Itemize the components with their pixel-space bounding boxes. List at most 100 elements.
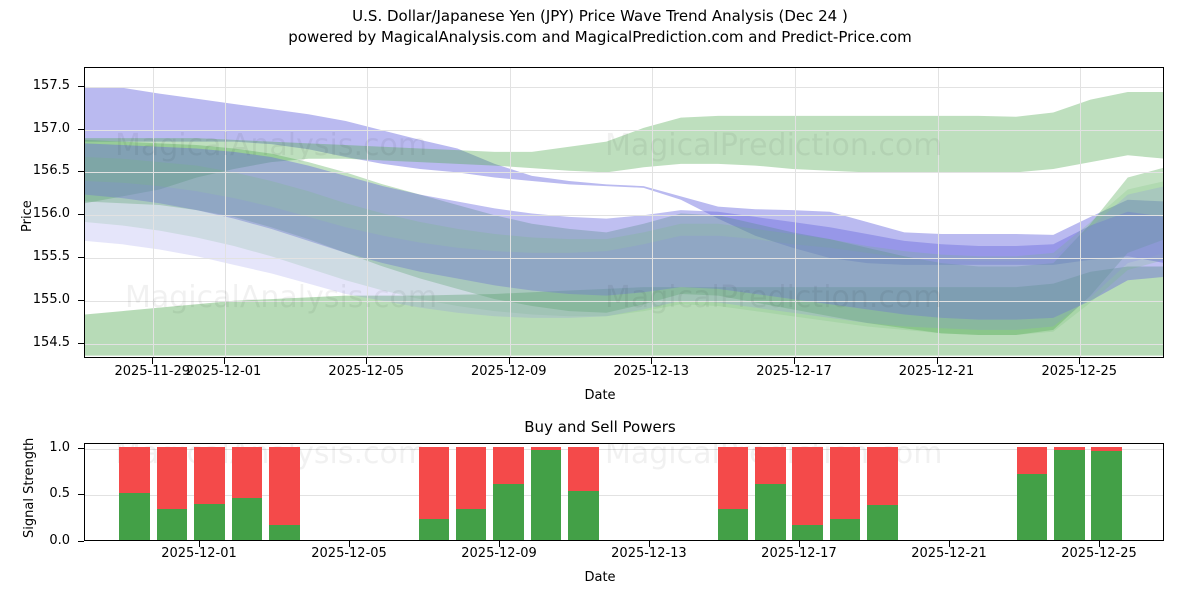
price-gridline-v	[795, 68, 796, 357]
buy-power-segment	[156, 509, 188, 540]
price-y-tick	[78, 257, 84, 258]
bar-x-tick-label: 2025-12-05	[311, 546, 387, 561]
price-gridline-v	[367, 68, 369, 357]
price-y-tick	[78, 85, 84, 87]
buy-power-segment	[269, 525, 300, 540]
title-line-2: powered by MagicalAnalysis.com and Magic…	[288, 28, 912, 46]
price-x-tick-label: 2025-12-13	[613, 364, 690, 379]
price-x-tick-label: 2025-12-01	[185, 364, 262, 379]
price-x-tick	[366, 358, 368, 364]
bar-column[interactable]	[493, 446, 524, 540]
bar-column[interactable]	[119, 446, 150, 540]
bar-y-tick	[78, 494, 84, 496]
bar-column[interactable]	[455, 446, 487, 540]
buy-power-segment	[867, 504, 898, 540]
price-y-tick	[78, 214, 84, 216]
price-y-tick	[78, 299, 84, 301]
bar-column[interactable]	[231, 446, 263, 540]
bar-x-tick	[1099, 541, 1100, 547]
bar-column[interactable]	[1054, 446, 1085, 540]
price-x-tick	[508, 358, 510, 364]
bar-x-tick	[199, 541, 200, 547]
bar-gridline-h	[85, 495, 1163, 497]
bar-column[interactable]	[755, 446, 786, 540]
bar-column[interactable]	[156, 446, 188, 540]
wave-band-green-mid-band	[85, 139, 1163, 336]
price-x-tick	[651, 358, 653, 364]
price-x-axis-title: Date	[584, 388, 616, 403]
buy-power-segment	[755, 484, 786, 540]
price-plot-area: MagicalAnalysis.com MagicalPrediction.com…	[84, 67, 1164, 358]
price-gridline-v	[937, 68, 939, 357]
wave-band-green-lower-rising	[85, 266, 1163, 356]
bar-column[interactable]	[269, 446, 300, 540]
buy-power-segment	[194, 503, 225, 540]
price-gridline-h	[85, 172, 1163, 174]
price-gridline-v	[224, 68, 226, 357]
bar-x-tick-label: 2025-12-09	[461, 546, 537, 561]
price-y-tick-label: 155.0	[32, 291, 70, 307]
bar-column[interactable]	[568, 446, 599, 540]
price-y-tick-label: 156.0	[32, 206, 70, 222]
bar-chart-title: Buy and Sell Powers	[524, 418, 676, 436]
price-gridline-h	[85, 300, 1163, 302]
price-y-tick	[78, 128, 84, 130]
price-gridline-v	[153, 68, 155, 357]
bar-x-axis-title: Date	[584, 570, 616, 585]
buy-power-segment	[231, 498, 263, 540]
price-x-tick-label: 2025-12-05	[328, 364, 404, 379]
bar-column[interactable]	[418, 446, 450, 540]
bar-column[interactable]	[792, 446, 823, 540]
bar-column[interactable]	[1016, 446, 1048, 540]
wave-band-blue-pale-mid	[85, 180, 1163, 330]
bar-y-tick	[78, 541, 84, 542]
buy-power-segment	[1091, 451, 1122, 540]
price-y-tick-label: 157.5	[32, 77, 70, 93]
price-gridline-h	[85, 86, 1163, 88]
buy-power-segment	[829, 519, 861, 540]
price-x-tick	[1079, 358, 1081, 364]
buy-power-segment	[493, 484, 524, 540]
bar-column[interactable]	[829, 446, 861, 540]
bar-x-tick-label: 2025-12-01	[161, 546, 237, 561]
bar-x-tick	[949, 541, 950, 547]
bar-column[interactable]	[717, 446, 749, 540]
price-y-tick-label: 156.5	[32, 163, 70, 179]
price-gridline-v	[509, 68, 511, 357]
price-y-tick-label: 154.5	[32, 334, 70, 350]
price-x-tick-label: 2025-12-25	[1041, 364, 1117, 379]
buy-power-segment	[418, 519, 450, 540]
buy-power-segment	[568, 490, 599, 540]
buy-power-segment	[792, 525, 823, 540]
price-x-tick-label: 2025-12-17	[756, 364, 832, 379]
bar-gridline-h	[85, 448, 1163, 450]
bar-y-tick-label: 0.0	[49, 533, 70, 548]
bar-column[interactable]	[867, 446, 898, 540]
bar-x-tick-label: 2025-12-17	[761, 546, 837, 561]
price-gridline-h	[85, 215, 1163, 217]
bar-column[interactable]	[1091, 446, 1122, 540]
price-x-tick-label: 2025-11-29	[114, 364, 191, 379]
price-y-tick	[78, 342, 84, 344]
price-x-tick-label: 2025-12-09	[470, 364, 547, 379]
bar-x-tick	[349, 541, 350, 547]
price-gridline-h	[85, 129, 1163, 131]
wave-band-green-pale-upper	[85, 157, 1163, 336]
bar-column[interactable]	[194, 446, 225, 540]
bar-x-tick-label: 2025-12-13	[611, 546, 687, 561]
bar-y-tick-label: 1.0	[49, 439, 70, 455]
bar-x-tick	[499, 541, 500, 547]
price-y-tick-label: 155.5	[32, 249, 70, 264]
buy-power-segment	[530, 450, 562, 540]
bar-column[interactable]	[530, 446, 562, 540]
sell-power-segment	[269, 446, 300, 540]
price-gridline-v	[1080, 68, 1082, 357]
price-x-tick	[936, 358, 938, 364]
price-y-tick-label: 157.0	[32, 120, 70, 136]
wave-band-blue-outer-upper	[85, 86, 1163, 265]
title-line-1: U.S. Dollar/Japanese Yen (JPY) Price Wav…	[352, 7, 848, 25]
buy-power-segment	[1016, 473, 1048, 540]
bar-y-tick-label: 0.5	[49, 486, 70, 502]
price-x-tick	[794, 358, 795, 364]
price-y-tick	[78, 171, 84, 173]
